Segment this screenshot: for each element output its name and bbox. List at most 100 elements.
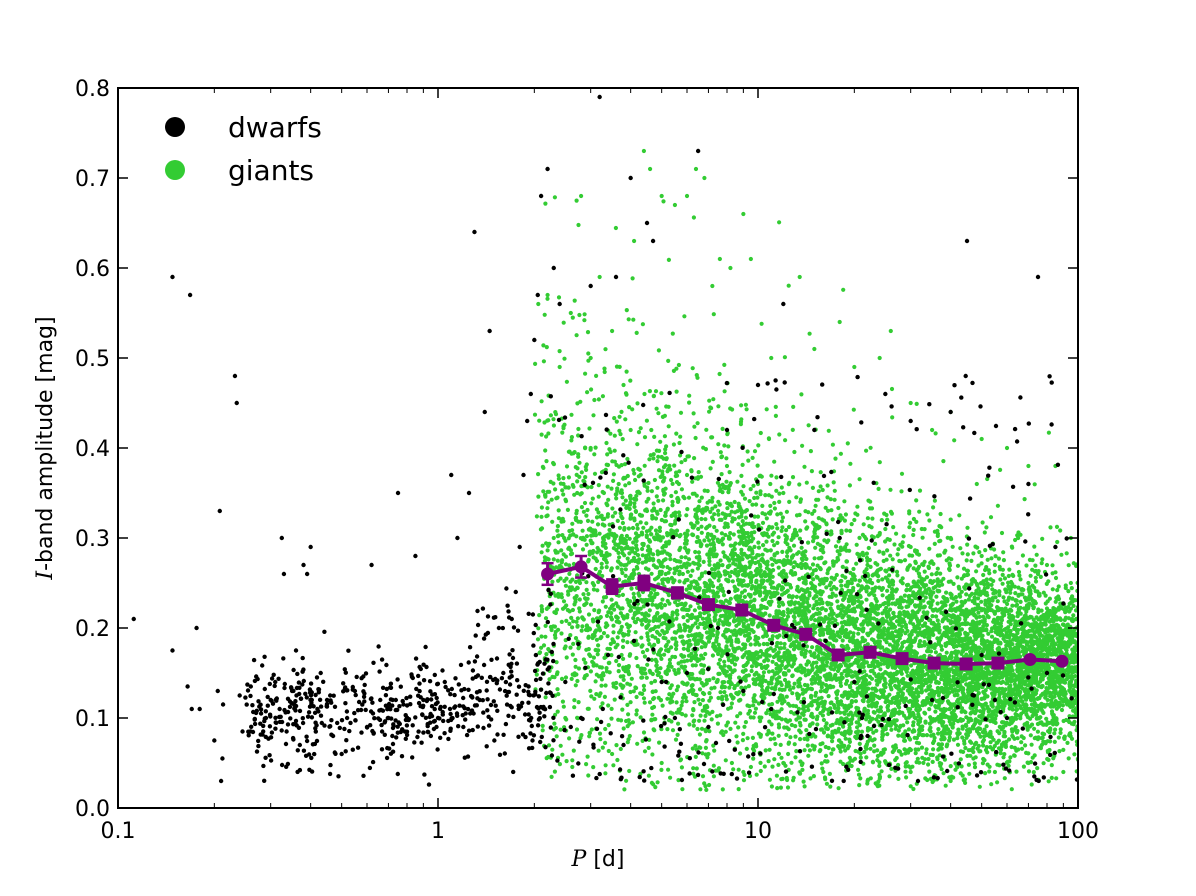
giants-point [973,755,978,760]
giants-point [995,503,1001,508]
giants-point [609,706,614,712]
giants-point [743,402,749,407]
giants-point [618,432,623,437]
giants-point [1057,749,1062,754]
giants-point [641,683,647,689]
giants-point [599,683,604,688]
giants-point [673,737,679,742]
giants-point [881,602,886,607]
giants-point [699,516,704,522]
giants-point [717,657,723,662]
giants-point [618,511,623,516]
giants-point [957,513,962,518]
giants-point [989,582,994,588]
giants-point [628,512,634,518]
giants-point [992,743,997,749]
giants-point [539,514,544,519]
giants-point [703,517,708,522]
giants-point [716,508,721,513]
giants-point [659,767,664,773]
giants-point [839,578,844,584]
giants-point [864,597,869,602]
giants-point [703,651,708,657]
giants-point [618,746,623,752]
giants-point [748,764,754,770]
giants-point [836,557,841,562]
giants-point [633,477,638,483]
giants-point [742,724,747,729]
giants-point [569,435,575,440]
giants-point [777,572,782,577]
giants-point [813,503,818,508]
giants-point [919,526,924,532]
giants-point [1071,721,1076,726]
giants-point [980,520,985,525]
giants-point [824,585,829,590]
giants-point [861,522,866,527]
giants-point [670,481,675,486]
giants-point [810,485,816,490]
giants-point [721,732,726,738]
giants-point [628,689,633,695]
giants-point [935,618,940,623]
giants-point [1049,709,1055,714]
giants-point [682,580,687,585]
giants-point [605,512,611,517]
giants-point [764,516,769,521]
giants-point [541,465,546,470]
giants-point [785,785,791,790]
giants-point [848,461,853,466]
giants-point [550,519,555,524]
giants-point [654,406,659,411]
giants-point [596,643,601,648]
giants-point [858,755,863,760]
giants-point [699,530,704,535]
giants-point [556,540,561,545]
giants-point [1018,577,1023,582]
giants-point [686,495,692,500]
giants-point [729,643,734,648]
giants-point [697,687,703,692]
giants-point [623,483,628,488]
giants-point [1032,736,1037,741]
giants-point [543,623,548,629]
giants-point [698,702,703,707]
giants-point [732,499,737,505]
giants-point [777,499,782,504]
giants-point [810,520,815,525]
giants-point [640,532,645,537]
giants-point [627,733,632,739]
giants-point [564,379,570,384]
giants-point [624,533,630,539]
giants-point [600,701,605,706]
giants-point [692,424,697,429]
giants-point [807,331,812,336]
giants-point [784,775,789,781]
giants-point [707,677,712,683]
giants-point [842,499,847,504]
giants-point [543,448,548,453]
giants-point [832,497,837,502]
giants-point [993,595,998,600]
giants-point [661,635,666,641]
giants-point [703,713,708,719]
giants-point [614,743,619,748]
giants-point [571,641,576,647]
giants-point [692,700,697,705]
giants-point [815,722,820,727]
giants-point [905,673,910,678]
giants-point [975,545,980,550]
giants-point [650,602,655,607]
giants-point [884,512,889,518]
giants-point [921,760,926,766]
giants-point [620,570,625,576]
giants-point [898,723,903,729]
giants-point [798,528,803,533]
giants-point [699,726,705,731]
giants-point [967,771,972,776]
giants-point [612,433,617,438]
giants-point [776,725,782,730]
giants-point [862,749,867,755]
giants-point [947,738,952,743]
giants-point [548,413,554,418]
